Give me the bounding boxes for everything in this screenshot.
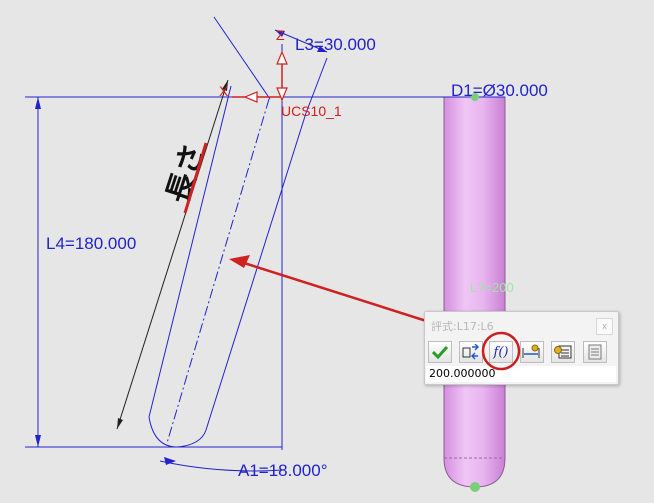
ucs-marker[interactable] <box>232 50 288 103</box>
ok-button[interactable] <box>428 341 452 363</box>
ucs-label[interactable]: UCS10_1 <box>281 103 342 119</box>
bottom-point-marker[interactable] <box>470 482 480 492</box>
close-button[interactable]: x <box>596 318 613 335</box>
list-icon <box>588 344 602 360</box>
parameter-icon <box>554 345 572 359</box>
flip-icon <box>462 344 479 360</box>
annotation-underline <box>183 142 208 214</box>
measure-button[interactable] <box>520 341 544 363</box>
dialog-title: 評式:L17:L6 <box>431 320 494 333</box>
dimension-L3-label[interactable]: L3=30.000 <box>295 35 376 54</box>
ucs-z-label: Z <box>276 27 285 43</box>
L3-extension-line <box>213 16 271 100</box>
length-measure-line[interactable] <box>116 79 229 430</box>
tilted-tube-sketch[interactable] <box>148 85 307 448</box>
dimension-L3[interactable] <box>274 29 328 53</box>
ghost-dimension: L?=200 <box>470 280 514 295</box>
dimension-L4[interactable] <box>35 97 41 447</box>
expression-value-field[interactable]: 200.000000 <box>426 366 616 382</box>
flip-button[interactable] <box>459 341 483 363</box>
L3-extension-line-2 <box>305 57 328 114</box>
function-button[interactable]: f() <box>489 341 513 363</box>
parameter-button[interactable] <box>551 341 575 363</box>
dimension-A1-label[interactable]: A1=18.000° <box>238 461 328 480</box>
dimension-A1[interactable] <box>159 457 283 472</box>
measure-icon <box>522 344 540 358</box>
check-icon <box>432 345 448 359</box>
length-annotation: 長さ <box>160 140 212 214</box>
function-icon: f() <box>493 344 509 360</box>
dimension-L4-label[interactable]: L4=180.000 <box>46 234 136 253</box>
expression-dialog[interactable]: 評式:L17:L6 x f() <box>424 311 619 385</box>
list-button[interactable] <box>583 341 607 363</box>
top-point-marker[interactable] <box>471 93 479 101</box>
ucs-x-label: X <box>219 83 229 99</box>
dimension-D1-label[interactable]: D1=Ø30.000 <box>451 81 548 100</box>
